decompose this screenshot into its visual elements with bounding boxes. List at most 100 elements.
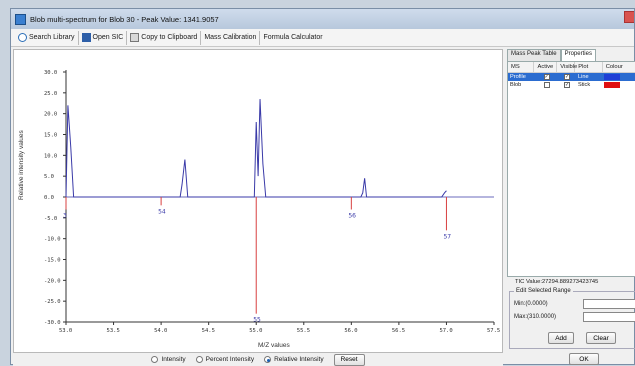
row-plot[interactable]: Line: [578, 74, 589, 80]
y-tick-label: 25.0: [44, 91, 57, 97]
y-tick-label: 5.0: [44, 174, 54, 180]
x-tick-label: 54.5: [202, 328, 215, 334]
title-bar[interactable]: Blob multi-spectrum for Blob 30 - Peak V…: [11, 9, 634, 29]
y-tick-label: 30.0: [44, 70, 57, 76]
x-tick-label: 53.5: [107, 328, 120, 334]
open-sic-button[interactable]: Open SIC: [79, 30, 128, 45]
radio-relative-label: Relative Intensity: [274, 356, 324, 363]
peak-label: 3: [63, 213, 67, 220]
x-tick-label: 56.0: [344, 328, 357, 334]
y-tick-label: 20.0: [44, 112, 57, 118]
search-icon: [18, 33, 27, 42]
mass-calibration-label: Mass Calibration: [204, 34, 257, 41]
active-checkbox[interactable]: ✓: [543, 74, 550, 80]
active-cell: ✓: [535, 74, 558, 80]
peak-label: 55: [253, 317, 261, 324]
side-panel: Mass Peak Table Properties MS Active Vis…: [507, 49, 635, 366]
radio-percent-dot[interactable]: [195, 356, 203, 363]
radio-intensity-label: Intensity: [161, 356, 186, 363]
min-input[interactable]: [583, 299, 635, 309]
row-ms: Profile: [510, 74, 526, 80]
y-tick-label: -25.0: [44, 299, 61, 305]
y-tick-label: 0.0: [44, 195, 54, 201]
intensity-mode-bar: Intensity Percent Intensity Relative Int…: [13, 353, 503, 366]
active-cell: [535, 82, 558, 88]
col-active[interactable]: Active: [534, 62, 558, 72]
radio-intensity[interactable]: Intensity: [151, 356, 186, 363]
col-plot[interactable]: Plot: [575, 62, 603, 72]
x-tick-label: 57.5: [487, 328, 500, 334]
open-sic-label: Open SIC: [92, 34, 124, 41]
formula-calculator-label: Formula Calculator: [263, 34, 323, 41]
peak-label: 54: [158, 208, 166, 215]
chart-icon: [81, 33, 91, 42]
table-row[interactable]: Blob ✓ Stick: [508, 81, 635, 89]
table-header: MS Active Visible Plot Colour: [508, 62, 635, 73]
window-title: Blob multi-spectrum for Blob 30 - Peak V…: [30, 14, 219, 24]
radio-intensity-dot[interactable]: [151, 356, 159, 363]
add-button[interactable]: Add: [548, 332, 574, 344]
row-plot[interactable]: Stick: [578, 82, 591, 88]
active-checkbox[interactable]: [543, 82, 550, 88]
spectrum-window: Blob multi-spectrum for Blob 30 - Peak V…: [10, 8, 635, 366]
spectrum-chart: 30.0 25.0 20.0 15.0 10.0 5.0 0.0 -5.0 -10.0 -15.0…: [44, 70, 500, 334]
x-tick-label: 55.5: [297, 328, 310, 334]
visible-checkbox[interactable]: ✓: [564, 82, 570, 88]
tab-mass-peak-table[interactable]: Mass Peak Table: [507, 49, 561, 61]
copy-clipboard-label: Copy to Clipboard: [141, 34, 198, 41]
edit-range-title: Edit Selected Range: [514, 288, 573, 294]
x-tick-label: 53.0: [59, 328, 72, 334]
radio-percent-label: Percent Intensity: [205, 356, 255, 363]
col-ms[interactable]: MS: [508, 62, 535, 72]
y-axis-title: Relative intensity values: [18, 130, 25, 200]
y-tick-label: -15.0: [44, 258, 61, 264]
tic-value: TIC Value:27294.889273423745: [515, 279, 599, 285]
properties-table: MS Active Visible Plot Colour Profile ✓ …: [507, 61, 635, 277]
visible-cell: ✓: [558, 74, 576, 80]
max-input[interactable]: [583, 312, 635, 322]
y-tick-label: -10.0: [44, 237, 61, 243]
table-row[interactable]: Profile ✓ ✓ Line: [508, 73, 635, 81]
x-tick-label: 57.0: [439, 328, 452, 334]
reset-button[interactable]: Reset: [333, 353, 365, 366]
ok-button[interactable]: OK: [569, 353, 599, 365]
side-tabs: Mass Peak Table Properties: [507, 49, 635, 61]
colour-swatch[interactable]: [604, 74, 620, 80]
formula-calculator-button[interactable]: Formula Calculator: [260, 31, 325, 45]
visible-cell: ✓: [558, 82, 576, 88]
x-axis-title: M/Z values: [258, 342, 290, 349]
spectrum-plot[interactable]: 30.0 25.0 20.0 15.0 10.0 5.0 0.0 -5.0 -10.0 -15.0…: [13, 49, 503, 353]
search-library-label: Search Library: [29, 34, 75, 41]
x-tick-label: 56.5: [392, 328, 405, 334]
x-tick-label: 55.0: [249, 328, 262, 334]
edit-range-group: Edit Selected Range Min:(0.0000) Max:(31…: [509, 288, 635, 349]
peak-label: 57: [443, 233, 451, 240]
toolbar: Search Library Open SIC Copy to Clipboar…: [11, 29, 634, 47]
y-tick-label: -20.0: [44, 278, 61, 284]
copy-icon: [130, 33, 140, 42]
tab-properties[interactable]: Properties: [560, 49, 596, 61]
y-tick-label: 10.0: [44, 153, 57, 159]
col-colour[interactable]: Colour: [605, 64, 623, 70]
y-tick-label: -5.0: [44, 216, 57, 222]
clear-button[interactable]: Clear: [586, 332, 616, 344]
x-tick-label: 54.0: [154, 328, 167, 334]
mass-calibration-button[interactable]: Mass Calibration: [201, 30, 261, 45]
colour-swatch[interactable]: [604, 82, 620, 88]
visible-checkbox[interactable]: ✓: [564, 74, 570, 80]
peak-label: 56: [348, 213, 356, 220]
y-tick-label: -30.0: [44, 320, 61, 326]
profile-series-line: [65, 99, 447, 198]
search-library-button[interactable]: Search Library: [15, 30, 79, 45]
min-label: Min:(0.0000): [514, 301, 548, 307]
app-icon: [15, 13, 26, 25]
radio-percent-intensity[interactable]: Percent Intensity: [195, 356, 255, 363]
copy-clipboard-button[interactable]: Copy to Clipboard: [127, 30, 202, 45]
row-ms: Blob: [510, 82, 522, 88]
close-icon[interactable]: [624, 11, 634, 23]
col-visible[interactable]: Visible: [557, 62, 577, 72]
y-tick-label: 15.0: [44, 133, 57, 139]
max-label: Max:(310.0000): [514, 314, 557, 320]
radio-relative-intensity[interactable]: Relative Intensity: [264, 356, 324, 363]
radio-relative-dot[interactable]: [264, 356, 272, 363]
